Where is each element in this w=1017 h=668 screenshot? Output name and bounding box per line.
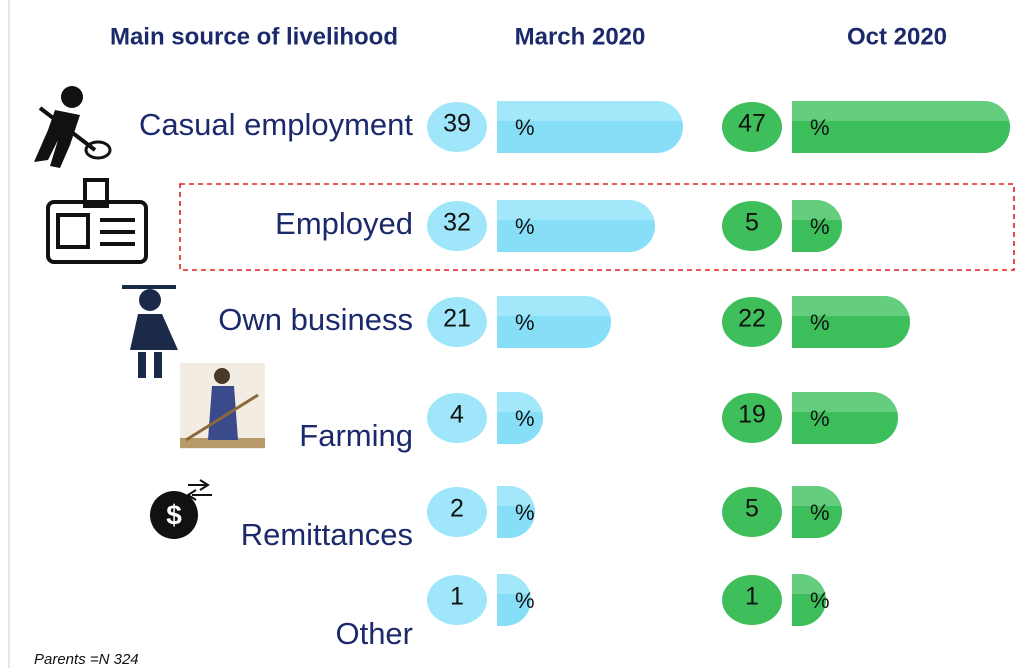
unit-label: % xyxy=(515,406,535,431)
bar-highlight xyxy=(497,296,610,316)
value-label: 5 xyxy=(745,209,759,237)
unit-label: % xyxy=(810,115,830,140)
value-label: 19 xyxy=(738,401,766,429)
unit-label: % xyxy=(810,406,830,431)
series-header: March 2020 xyxy=(515,23,646,50)
unit-label: % xyxy=(810,310,830,335)
icon-badge xyxy=(48,180,146,262)
unit-label: % xyxy=(515,214,535,239)
chart: Main source of livelihood March 2020 Oct… xyxy=(0,0,1017,668)
unit-label: % xyxy=(810,588,830,613)
unit-label: % xyxy=(515,500,535,525)
icon-worker xyxy=(34,86,110,168)
value-label: 21 xyxy=(443,305,471,333)
category-label: Remittances xyxy=(241,517,413,552)
category-label: Casual employment xyxy=(139,107,413,142)
value-label: 5 xyxy=(745,495,759,523)
value-label: 1 xyxy=(450,583,464,611)
unit-label: % xyxy=(810,500,830,525)
bar-highlight xyxy=(792,392,897,412)
icon-money: $ xyxy=(150,480,212,539)
unit-label: % xyxy=(515,115,535,140)
icon-farmer xyxy=(180,363,265,449)
category-label: Farming xyxy=(299,418,413,453)
series-header: Oct 2020 xyxy=(847,23,947,50)
category-label: Own business xyxy=(218,302,413,337)
unit-label: % xyxy=(810,214,830,239)
footnote: Parents =N 324 xyxy=(34,651,139,668)
value-label: 32 xyxy=(443,209,471,237)
category-label: Employed xyxy=(275,206,413,241)
unit-label: % xyxy=(515,310,535,335)
value-label: 39 xyxy=(443,110,471,138)
category-label: Other xyxy=(335,616,413,651)
icon-woman xyxy=(122,287,178,378)
svg-text:$: $ xyxy=(166,499,182,530)
value-label: 4 xyxy=(450,401,464,429)
value-label: 22 xyxy=(738,305,766,333)
value-label: 1 xyxy=(745,583,759,611)
value-label: 47 xyxy=(738,110,766,138)
value-label: 2 xyxy=(450,495,464,523)
axis-header: Main source of livelihood xyxy=(110,23,398,50)
unit-label: % xyxy=(515,588,535,613)
